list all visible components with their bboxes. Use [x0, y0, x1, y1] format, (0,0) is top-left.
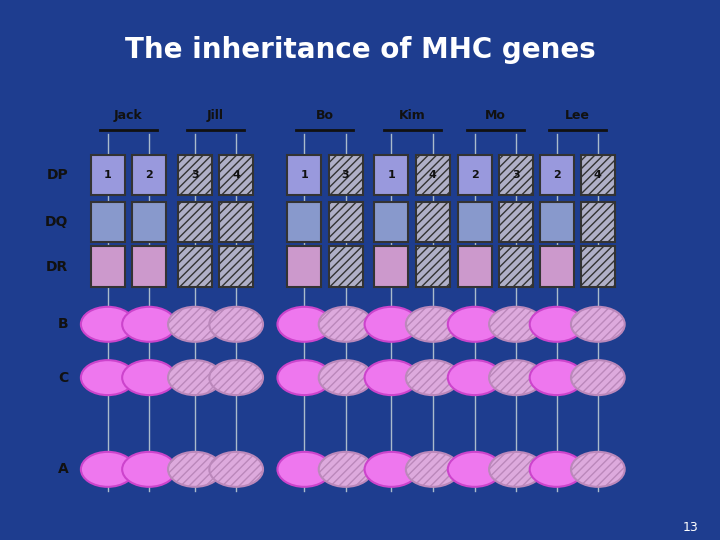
Text: C: C	[58, 370, 68, 384]
Text: A: A	[58, 462, 68, 476]
Text: The inheritance of MHC genes: The inheritance of MHC genes	[125, 36, 595, 64]
Bar	[328, 246, 363, 287]
Bar	[374, 246, 408, 287]
Bar	[539, 246, 574, 287]
Bar	[581, 201, 615, 242]
Circle shape	[406, 307, 459, 342]
Bar	[415, 155, 450, 195]
Bar	[287, 246, 321, 287]
Circle shape	[277, 452, 331, 487]
Circle shape	[168, 360, 222, 395]
Circle shape	[530, 452, 583, 487]
Text: Mo: Mo	[485, 109, 505, 122]
Circle shape	[489, 452, 543, 487]
Circle shape	[122, 307, 176, 342]
Circle shape	[277, 360, 331, 395]
Text: 2: 2	[471, 170, 479, 180]
Circle shape	[210, 307, 263, 342]
Bar	[178, 155, 212, 195]
Circle shape	[319, 307, 372, 342]
Bar	[581, 155, 615, 195]
Circle shape	[530, 307, 583, 342]
Circle shape	[122, 452, 176, 487]
Text: 1: 1	[104, 170, 112, 180]
Circle shape	[81, 360, 135, 395]
Bar	[374, 201, 408, 242]
Bar	[219, 155, 253, 195]
Bar	[374, 155, 408, 195]
Text: 2: 2	[553, 170, 560, 180]
Text: DQ: DQ	[45, 215, 68, 229]
Circle shape	[571, 307, 625, 342]
Bar	[178, 201, 212, 242]
Text: 4: 4	[594, 170, 602, 180]
Bar	[91, 246, 125, 287]
Circle shape	[122, 360, 176, 395]
Circle shape	[81, 307, 135, 342]
Circle shape	[406, 452, 459, 487]
Circle shape	[571, 452, 625, 487]
Bar	[287, 155, 321, 195]
Bar	[499, 155, 533, 195]
Circle shape	[364, 452, 418, 487]
Bar	[91, 201, 125, 242]
Bar	[287, 201, 321, 242]
Circle shape	[406, 360, 459, 395]
Text: 4: 4	[233, 170, 240, 180]
Bar	[178, 246, 212, 287]
Text: Jill: Jill	[207, 109, 224, 122]
Circle shape	[364, 360, 418, 395]
Text: Kim: Kim	[399, 109, 426, 122]
Text: 4: 4	[429, 170, 436, 180]
Bar	[415, 201, 450, 242]
Text: 3: 3	[191, 170, 199, 180]
Text: 1: 1	[387, 170, 395, 180]
Circle shape	[210, 452, 263, 487]
Circle shape	[319, 360, 372, 395]
Circle shape	[81, 452, 135, 487]
Bar	[458, 155, 492, 195]
Bar	[132, 201, 166, 242]
Circle shape	[448, 452, 502, 487]
Text: 1: 1	[300, 170, 308, 180]
Text: 2: 2	[145, 170, 153, 180]
Bar	[415, 246, 450, 287]
Bar	[91, 155, 125, 195]
Circle shape	[489, 360, 543, 395]
Circle shape	[571, 360, 625, 395]
Circle shape	[210, 360, 263, 395]
Bar	[539, 155, 574, 195]
Text: B: B	[58, 318, 68, 332]
Bar	[499, 201, 533, 242]
Bar	[539, 201, 574, 242]
Bar	[219, 246, 253, 287]
Text: Bo: Bo	[316, 109, 334, 122]
Bar	[581, 246, 615, 287]
Bar	[328, 201, 363, 242]
Bar	[132, 246, 166, 287]
Bar	[499, 246, 533, 287]
Bar	[328, 155, 363, 195]
Circle shape	[364, 307, 418, 342]
Text: Lee: Lee	[564, 109, 590, 122]
Bar	[458, 246, 492, 287]
Text: 3: 3	[512, 170, 520, 180]
Text: 13: 13	[683, 521, 698, 534]
Circle shape	[448, 307, 502, 342]
Text: DP: DP	[47, 168, 68, 182]
Circle shape	[530, 360, 583, 395]
Circle shape	[168, 307, 222, 342]
Text: Jack: Jack	[114, 109, 143, 122]
Text: DR: DR	[46, 260, 68, 274]
Circle shape	[448, 360, 502, 395]
Bar	[132, 155, 166, 195]
Bar	[458, 201, 492, 242]
Text: 3: 3	[342, 170, 349, 180]
Circle shape	[489, 307, 543, 342]
Circle shape	[319, 452, 372, 487]
Bar	[219, 201, 253, 242]
Circle shape	[168, 452, 222, 487]
Circle shape	[277, 307, 331, 342]
